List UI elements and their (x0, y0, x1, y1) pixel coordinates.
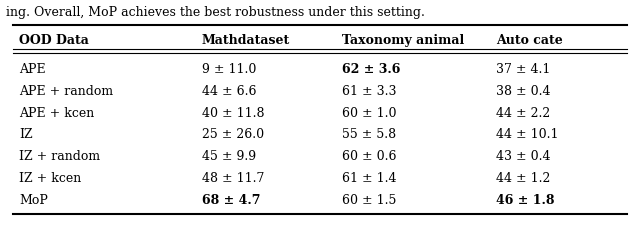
Text: 45 ± 9.9: 45 ± 9.9 (202, 150, 256, 163)
Text: 48 ± 11.7: 48 ± 11.7 (202, 172, 264, 185)
Text: Taxonomy animal: Taxonomy animal (342, 34, 465, 47)
Text: IZ + kcen: IZ + kcen (19, 172, 81, 185)
Text: 62 ± 3.6: 62 ± 3.6 (342, 63, 401, 76)
Text: APE + random: APE + random (19, 85, 113, 98)
Text: APE: APE (19, 63, 46, 76)
Text: 61 ± 3.3: 61 ± 3.3 (342, 85, 397, 98)
Text: 44 ± 10.1: 44 ± 10.1 (496, 128, 559, 142)
Text: 44 ± 1.2: 44 ± 1.2 (496, 172, 550, 185)
Text: 44 ± 6.6: 44 ± 6.6 (202, 85, 256, 98)
Text: 55 ± 5.8: 55 ± 5.8 (342, 128, 397, 142)
Text: 61 ± 1.4: 61 ± 1.4 (342, 172, 397, 185)
Text: 9 ± 11.0: 9 ± 11.0 (202, 63, 256, 76)
Text: IZ: IZ (19, 128, 33, 142)
Text: OOD Data: OOD Data (19, 34, 89, 47)
Text: 25 ± 26.0: 25 ± 26.0 (202, 128, 264, 142)
Text: 38 ± 0.4: 38 ± 0.4 (496, 85, 550, 98)
Text: 46 ± 1.8: 46 ± 1.8 (496, 194, 554, 207)
Text: 68 ± 4.7: 68 ± 4.7 (202, 194, 260, 207)
Text: 40 ± 11.8: 40 ± 11.8 (202, 107, 264, 120)
Text: 60 ± 1.0: 60 ± 1.0 (342, 107, 397, 120)
Text: 60 ± 1.5: 60 ± 1.5 (342, 194, 397, 207)
Text: IZ + random: IZ + random (19, 150, 100, 163)
Text: APE + kcen: APE + kcen (19, 107, 95, 120)
Text: MoP: MoP (19, 194, 48, 207)
Text: 43 ± 0.4: 43 ± 0.4 (496, 150, 550, 163)
Text: ing. Overall, MoP achieves the best robustness under this setting.: ing. Overall, MoP achieves the best robu… (6, 6, 425, 19)
Text: 60 ± 0.6: 60 ± 0.6 (342, 150, 397, 163)
Text: Mathdataset: Mathdataset (202, 34, 290, 47)
Text: Auto cate: Auto cate (496, 34, 563, 47)
Text: 37 ± 4.1: 37 ± 4.1 (496, 63, 550, 76)
Text: 44 ± 2.2: 44 ± 2.2 (496, 107, 550, 120)
